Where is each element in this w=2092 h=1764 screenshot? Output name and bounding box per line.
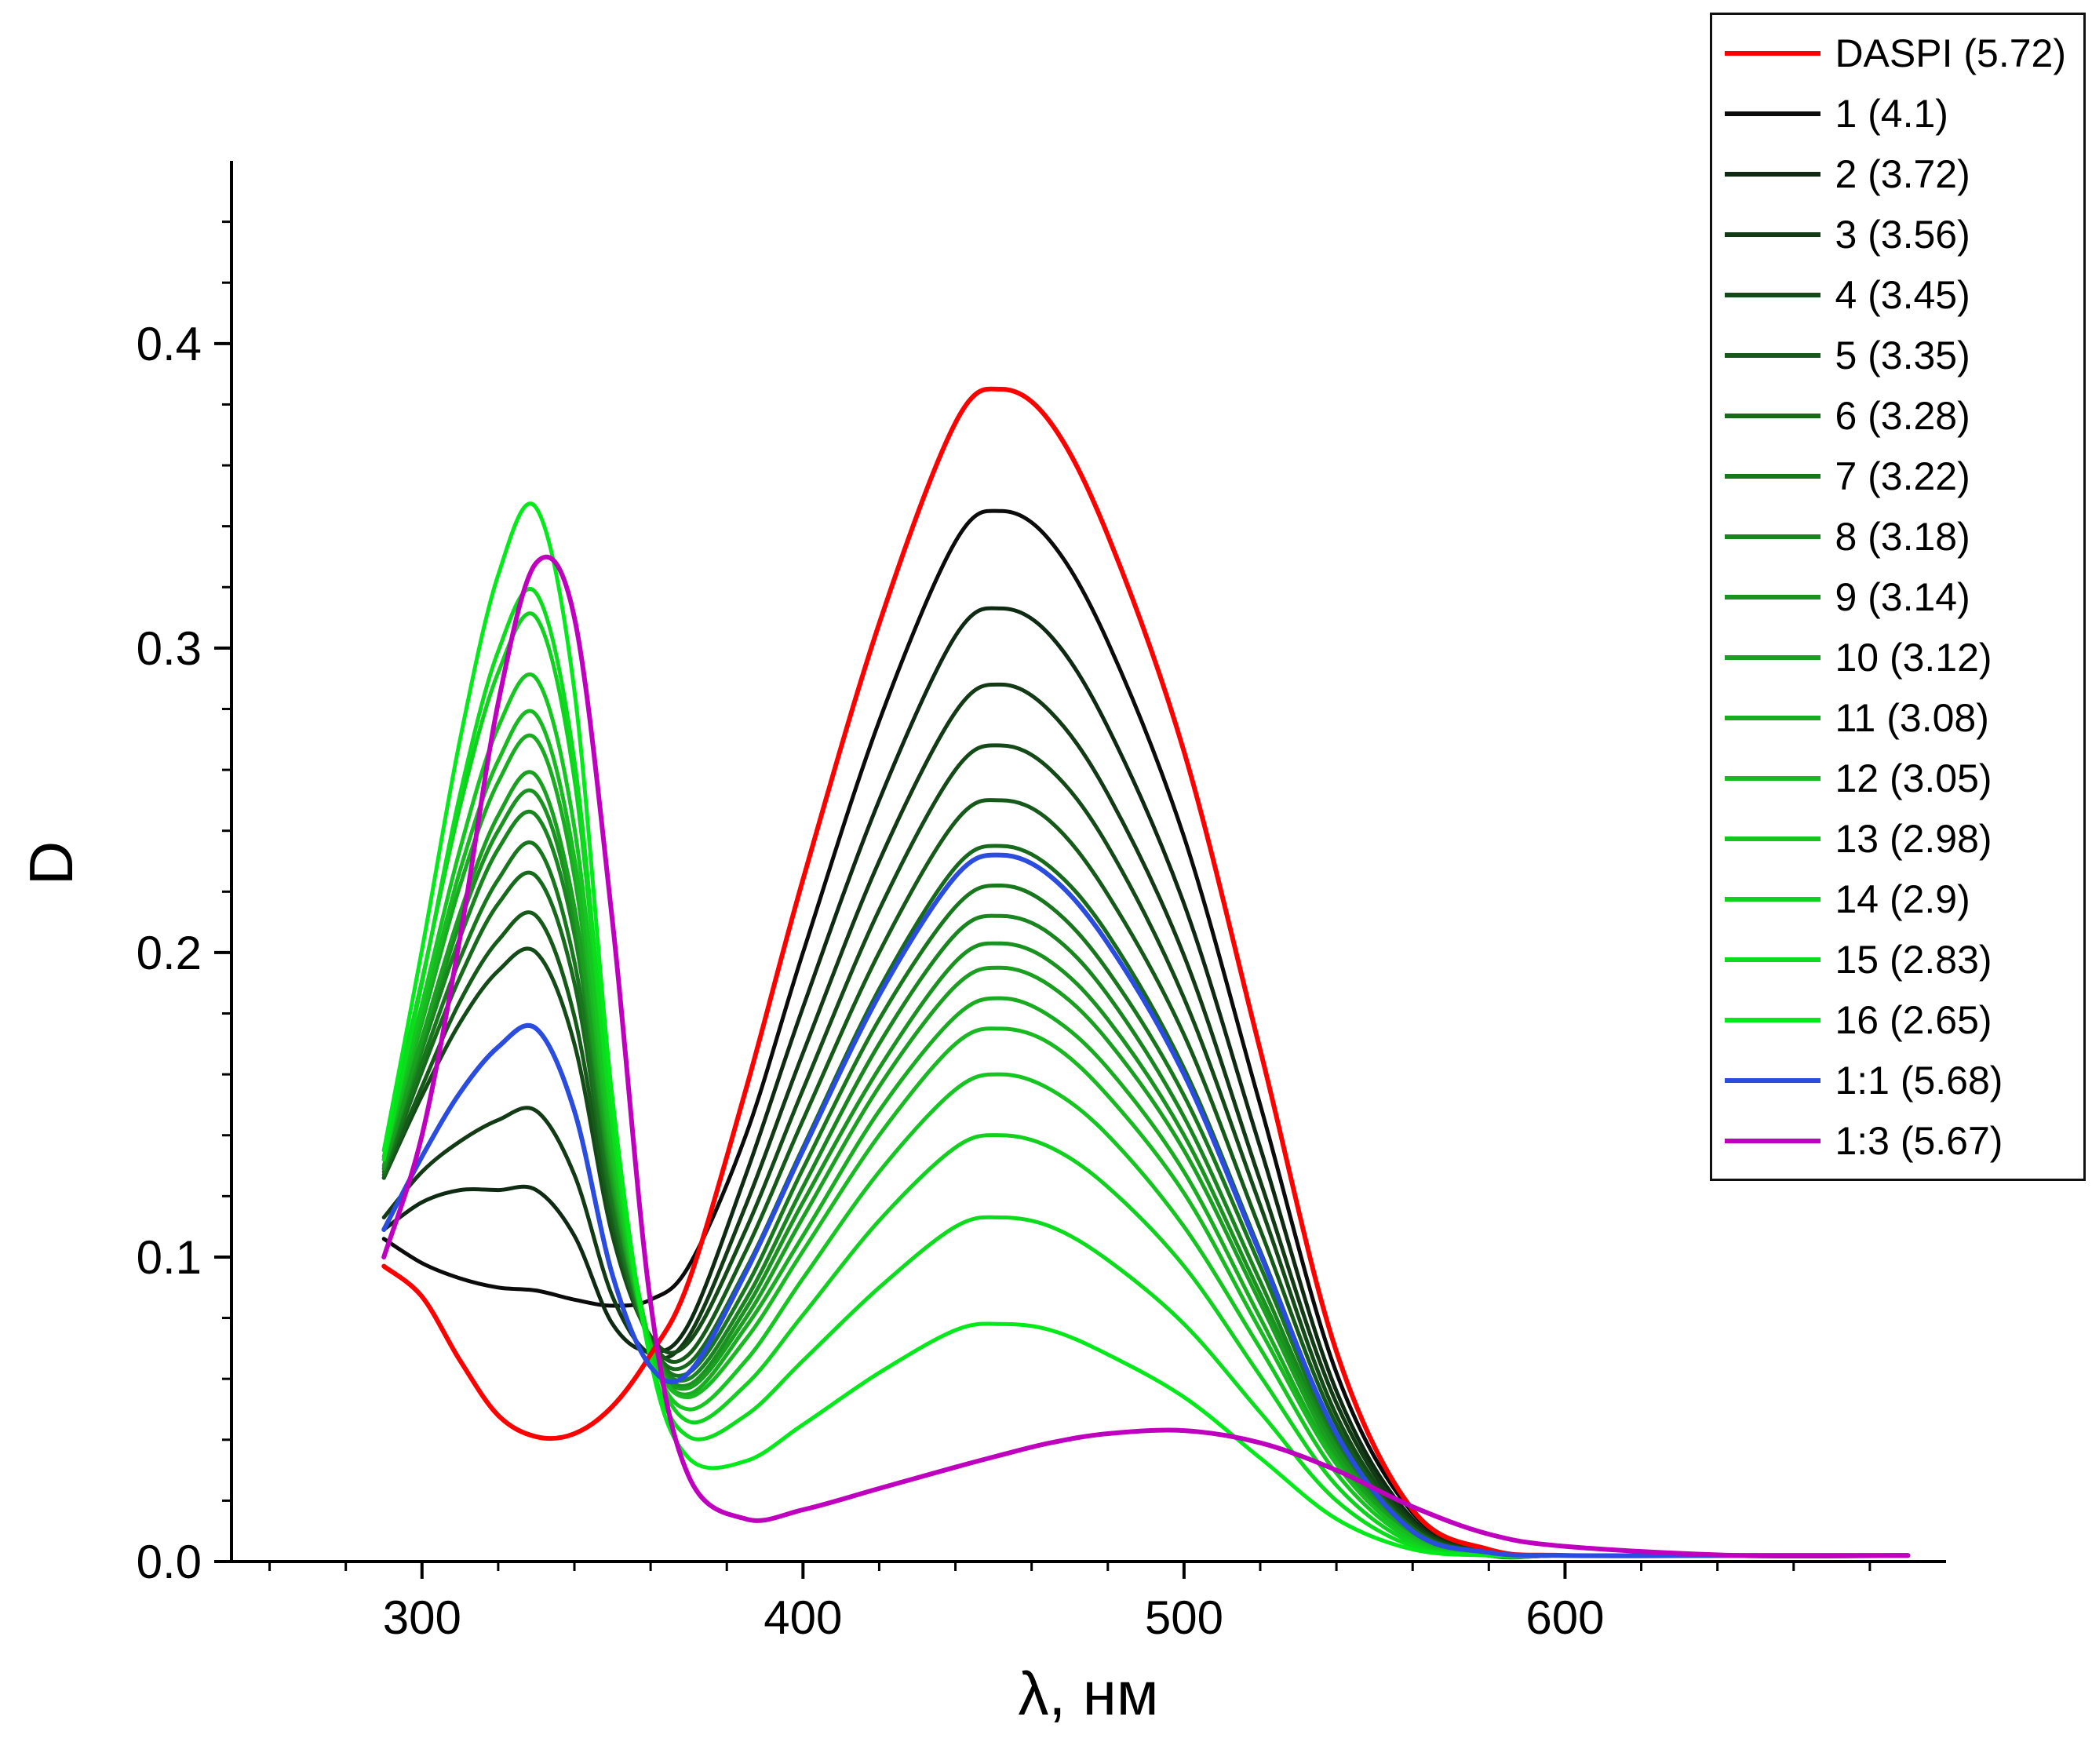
legend-line-swatch: [1725, 111, 1821, 116]
legend-line-swatch: [1725, 957, 1821, 962]
legend-entry-label: 4 (3.45): [1835, 272, 1970, 317]
legend-entry: 10 (3.12): [1725, 627, 2066, 687]
legend-entry-label: 13 (2.98): [1835, 816, 1992, 861]
legend-entry: 16 (2.65): [1725, 990, 2066, 1050]
legend-line-swatch: [1725, 896, 1821, 902]
legend-entry-label: 5 (3.35): [1835, 333, 1970, 377]
legend-entry: 1:1 (5.68): [1725, 1050, 2066, 1110]
legend-entry-label: 1:3 (5.67): [1835, 1118, 2003, 1163]
legend-entry-label: 15 (2.83): [1835, 937, 1992, 982]
legend-entry-label: 16 (2.65): [1835, 997, 1992, 1042]
spectrum-curve: [381, 554, 1911, 1559]
legend-line-swatch: [1725, 50, 1821, 56]
legend-entry: 13 (2.98): [1725, 808, 2066, 869]
legend-entry: 3 (3.56): [1725, 204, 2066, 264]
spectrum-curve: [381, 852, 1911, 1558]
spectrum-curve: [381, 672, 1910, 1559]
legend-entry-label: 1 (4.1): [1835, 91, 1948, 136]
legend-line-swatch: [1725, 473, 1821, 479]
legend-entry-label: 11 (3.08): [1835, 695, 1989, 740]
legend-entry: DASPI (5.72): [1725, 23, 2066, 83]
legend-entry-label: 10 (3.12): [1835, 635, 1992, 680]
legend-entry-label: 9 (3.14): [1835, 574, 1970, 619]
spectrum-curve: [381, 501, 1910, 1558]
legend: DASPI (5.72) 1 (4.1) 2 (3.72) 3 (3.56) 4…: [1710, 13, 2086, 1181]
legend-entry: 15 (2.83): [1725, 929, 2066, 990]
legend-entry: 1:3 (5.67): [1725, 1110, 2066, 1171]
spectra-curves: [381, 386, 1911, 1560]
y-tick-label: 0.1: [137, 1231, 202, 1284]
x-axis-label: λ, нм: [1018, 1659, 1158, 1728]
legend-entry-label: 6 (3.28): [1835, 393, 1970, 438]
legend-entry-label: 1:1 (5.68): [1835, 1058, 2003, 1102]
legend-entry: 9 (3.14): [1725, 567, 2066, 627]
legend-line-swatch: [1725, 413, 1821, 418]
x-tick-label: 600: [1525, 1591, 1604, 1644]
spectrum-curve: [381, 508, 1910, 1558]
legend-entry: 8 (3.18): [1725, 506, 2066, 567]
spectrum-curve: [381, 386, 1911, 1558]
legend-entry-label: 3 (3.56): [1835, 212, 1970, 257]
spectrum-curve: [381, 844, 1910, 1560]
x-tick-label: 400: [764, 1591, 842, 1644]
legend-entry: 4 (3.45): [1725, 264, 2066, 325]
y-tick-label: 0.4: [137, 318, 202, 370]
legend-entry: 6 (3.28): [1725, 385, 2066, 446]
legend-entry: 2 (3.72): [1725, 144, 2066, 204]
legend-entry: 5 (3.35): [1725, 325, 2066, 385]
spectrum-curve: [381, 709, 1910, 1559]
legend-entry: 7 (3.22): [1725, 446, 2066, 506]
legend-entry-label: 2 (3.72): [1835, 151, 1970, 196]
legend-entry-label: 8 (3.18): [1835, 514, 1970, 559]
axes: 300 400 500 600 0.0 0.1 0.2 0.3 0.4: [137, 161, 1946, 1644]
legend-line-swatch: [1725, 654, 1821, 660]
legend-line-swatch: [1725, 775, 1821, 781]
spectrum-curve: [381, 743, 1910, 1558]
legend-line-swatch: [1725, 352, 1821, 358]
legend-entry-label: DASPI (5.72): [1835, 31, 2066, 75]
legend-line-swatch: [1725, 171, 1821, 177]
legend-line-swatch: [1725, 1077, 1821, 1083]
legend-line-swatch: [1725, 1017, 1821, 1022]
legend-line-swatch: [1725, 836, 1821, 841]
legend-line-swatch: [1725, 534, 1821, 539]
y-tick-label: 0.0: [137, 1536, 202, 1588]
spectrum-curve: [381, 587, 1910, 1558]
y-tick-label: 0.2: [137, 927, 202, 979]
legend-entry: 11 (3.08): [1725, 687, 2066, 748]
x-tick-label: 300: [383, 1591, 461, 1644]
legend-line-swatch: [1725, 594, 1821, 600]
y-tick-label: 0.3: [137, 622, 202, 675]
legend-entry-label: 14 (2.9): [1835, 877, 1970, 921]
legend-line-swatch: [1725, 231, 1821, 237]
legend-entry-label: 7 (3.22): [1835, 454, 1970, 498]
legend-line-swatch: [1725, 715, 1821, 720]
legend-entry-label: 12 (3.05): [1835, 756, 1992, 800]
legend-line-swatch: [1725, 292, 1821, 297]
y-axis-label: D: [16, 841, 86, 885]
legend-entry: 12 (3.05): [1725, 748, 2066, 808]
legend-entry: 14 (2.9): [1725, 869, 2066, 929]
legend-entry: 1 (4.1): [1725, 83, 2066, 144]
x-tick-label: 500: [1145, 1591, 1223, 1644]
legend-line-swatch: [1725, 1138, 1821, 1143]
